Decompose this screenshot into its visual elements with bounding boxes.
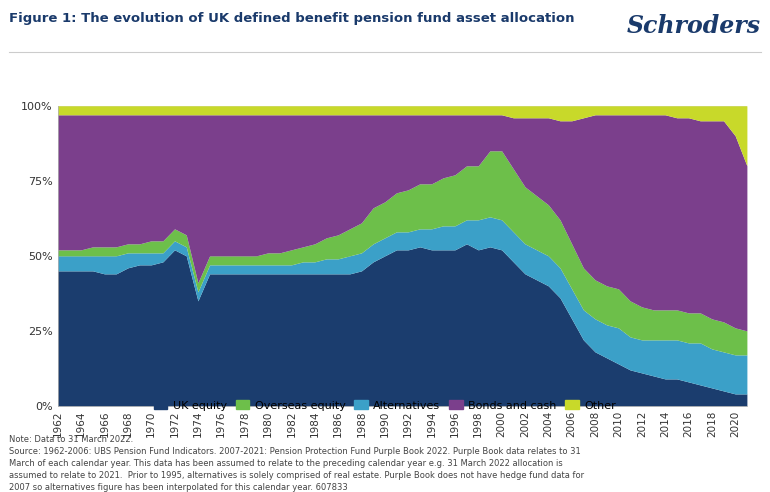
Legend: UK equity, Overseas equity, Alternatives, Bonds and cash, Other: UK equity, Overseas equity, Alternatives… — [149, 396, 621, 415]
Text: Schroders: Schroders — [627, 14, 761, 38]
Text: Figure 1: The evolution of UK defined benefit pension fund asset allocation: Figure 1: The evolution of UK defined be… — [9, 12, 574, 25]
Text: Note: Data to 31 March 2022.
Source: 1962-2006: UBS Pension Fund Indicators. 200: Note: Data to 31 March 2022. Source: 196… — [9, 435, 584, 492]
